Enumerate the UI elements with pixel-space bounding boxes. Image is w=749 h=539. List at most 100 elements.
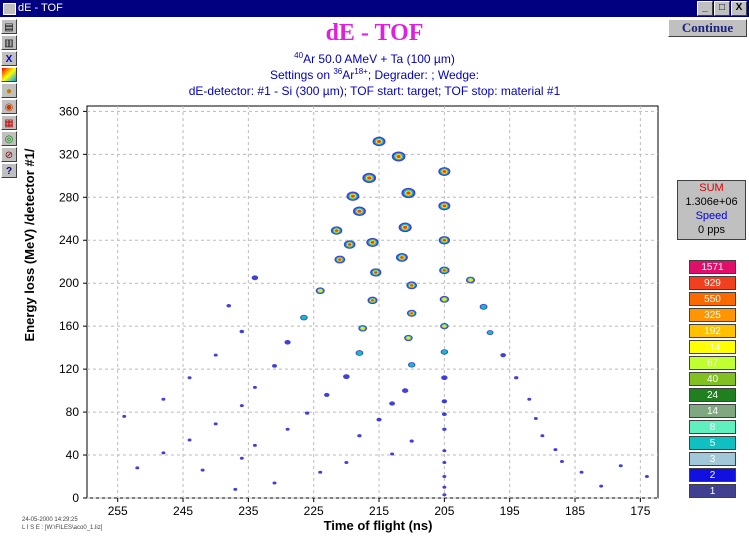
data-point — [644, 475, 649, 479]
data-point — [318, 470, 323, 474]
left-toolbar: ▤ ▥ X ● ◉ ▦ ◎ ⊘ ? — [0, 18, 18, 179]
data-point — [441, 412, 447, 417]
data-point — [441, 375, 448, 381]
y-tick-label: 160 — [59, 319, 79, 333]
y-tick-label: 120 — [59, 362, 79, 376]
legend-item: 114 — [689, 340, 736, 354]
data-point — [352, 206, 366, 216]
data-point — [200, 468, 205, 472]
data-point — [559, 459, 564, 463]
data-point — [343, 374, 350, 380]
data-point — [334, 255, 346, 264]
data-point — [330, 226, 343, 235]
data-point — [161, 451, 166, 455]
data-point — [390, 452, 395, 456]
data-point — [527, 397, 532, 401]
y-tick-label: 280 — [59, 190, 79, 204]
print-icon[interactable]: ▤ — [1, 19, 17, 34]
data-point — [406, 281, 418, 290]
data-point — [370, 268, 382, 277]
data-point — [401, 187, 416, 199]
data-point — [376, 417, 382, 422]
data-point — [439, 295, 450, 303]
data-point — [344, 461, 349, 465]
data-point — [362, 172, 377, 183]
data-point — [355, 350, 364, 356]
legend-item: 192 — [689, 324, 736, 338]
data-point — [404, 334, 413, 342]
legend-item: 40 — [689, 372, 736, 386]
x-axis-label: Time of flight (ns) — [324, 518, 433, 533]
legend-item: 67 — [689, 356, 736, 370]
grid-icon[interactable]: ▦ — [1, 115, 17, 130]
x-tick-label: 245 — [173, 504, 193, 518]
x-tick-label: 175 — [630, 504, 650, 518]
data-point — [442, 427, 447, 431]
legend-item: 1571 — [689, 260, 736, 274]
close-x-icon[interactable]: X — [1, 51, 17, 66]
data-point — [187, 376, 192, 380]
data-point — [442, 461, 447, 465]
data-point — [398, 222, 412, 233]
y-tick-label: 40 — [66, 448, 80, 462]
data-point — [442, 485, 447, 489]
window-titlebar: dE - TOF _ □ X — [0, 0, 749, 17]
color-scale-legend: 1571 929 550 325 192 114 67 40 24 14 8 5 3 2 1 — [689, 260, 736, 500]
data-point — [479, 303, 488, 310]
data-point — [442, 475, 447, 479]
data-point — [285, 427, 290, 431]
data-point — [440, 349, 449, 355]
data-point — [372, 136, 386, 147]
y-tick-label: 80 — [66, 405, 80, 419]
data-point — [315, 287, 325, 295]
data-point — [252, 443, 257, 447]
data-point — [441, 399, 448, 404]
data-point — [409, 439, 414, 443]
x-tick-label: 195 — [500, 504, 520, 518]
data-point — [406, 309, 417, 317]
color-map-icon[interactable] — [1, 67, 17, 82]
zoom-out-icon[interactable]: ⊘ — [1, 147, 17, 162]
legend-item: 550 — [689, 292, 736, 306]
data-point — [401, 388, 409, 393]
x-tick-label: 235 — [238, 504, 258, 518]
legend-item: 14 — [689, 404, 736, 418]
data-point — [346, 191, 360, 201]
x-tick-label: 185 — [565, 504, 585, 518]
legend-item: 8 — [689, 420, 736, 434]
printer-icon[interactable]: ▥ — [1, 35, 17, 50]
subtitle-line-3: dE-detector: #1 - Si (300 µm); TOF start… — [188, 84, 561, 98]
data-point — [618, 464, 623, 468]
y-tick-label: 200 — [59, 276, 79, 290]
data-point — [553, 448, 558, 452]
sum-panel: SUM 1.306e+06 Speed 0 pps — [677, 180, 746, 240]
data-point — [343, 240, 356, 249]
data-point — [438, 236, 451, 245]
target-icon[interactable]: ◎ — [1, 131, 17, 146]
data-point — [357, 434, 362, 438]
settings-icon[interactable]: ● — [1, 83, 17, 98]
data-point — [284, 339, 291, 345]
data-point — [239, 329, 245, 334]
minimize-button[interactable]: _ — [697, 1, 713, 16]
y-tick-label: 0 — [72, 491, 79, 505]
close-button[interactable]: X — [731, 1, 747, 16]
footer-info: 24-05-2000 14:29:25 L I S E : [W:\FILES\… — [22, 516, 102, 532]
data-point — [486, 330, 494, 336]
data-point — [391, 151, 406, 162]
legend-item: 929 — [689, 276, 736, 290]
sum-value: 1.306e+06 — [685, 196, 738, 208]
continue-button[interactable]: Continue — [668, 19, 747, 37]
data-point — [367, 296, 378, 305]
data-point — [226, 304, 232, 308]
legend-item: 2 — [689, 468, 736, 482]
subtitle-line-2: Settings on 36Ar18+; Degrader: ; Wedge: — [269, 67, 480, 82]
x-tick-label: 255 — [108, 504, 128, 518]
data-point — [358, 325, 368, 332]
help-icon[interactable]: ? — [1, 163, 17, 178]
data-point — [408, 362, 416, 368]
data-point — [599, 484, 604, 488]
zoom-in-icon[interactable]: ◉ — [1, 99, 17, 114]
maximize-button[interactable]: □ — [714, 1, 730, 16]
